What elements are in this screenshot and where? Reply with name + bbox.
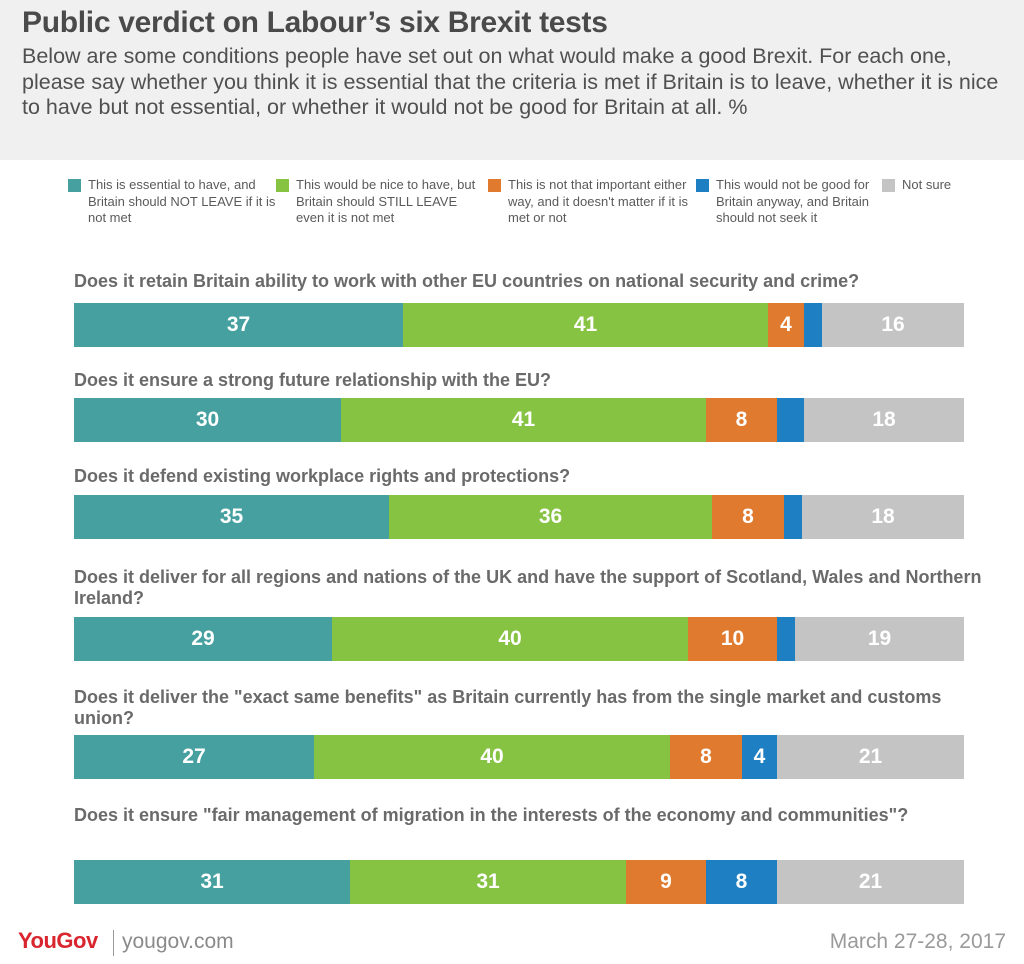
data-label: 8 xyxy=(700,745,712,768)
data-label: 40 xyxy=(480,745,504,768)
legend-label: This would be nice to have, but Britain … xyxy=(296,177,476,225)
bar-segment: 40 xyxy=(332,617,688,661)
yougov-logo: YouGov xyxy=(18,928,98,953)
footer-website: yougov.com xyxy=(122,930,234,953)
question-label: Does it retain Britain ability to work w… xyxy=(74,271,860,291)
question-label: Does it deliver for all regions and nati… xyxy=(74,567,982,608)
bar-segment: 16 xyxy=(822,303,964,347)
chart-subtitle: Below are some conditions people have se… xyxy=(22,44,999,119)
data-label: 21 xyxy=(858,745,883,768)
data-label: 37 xyxy=(226,313,251,336)
bar-segment: 29 xyxy=(74,617,332,661)
legend-swatch xyxy=(68,179,81,192)
bar-segment: 21 xyxy=(777,860,964,904)
data-label: 19 xyxy=(867,627,892,650)
legend-label: This is essential to have, and Britain s… xyxy=(88,177,276,225)
question-label: Does it ensure a strong future relations… xyxy=(74,370,552,390)
data-label: 31 xyxy=(200,870,224,893)
stacked-bar: 35 36 8 18 xyxy=(74,495,964,539)
bar-segment: 40 xyxy=(314,735,670,779)
bar-segment: 8 xyxy=(670,735,742,779)
legend-label: This is not that important either way, a… xyxy=(508,177,688,225)
bar-segment: 10 xyxy=(688,617,777,661)
legend-label: Not sure xyxy=(902,177,952,192)
bar-segment: 8 xyxy=(706,860,777,904)
bar-segment: 18 xyxy=(802,495,964,539)
bar-segment: 41 xyxy=(403,303,768,347)
data-label: 18 xyxy=(872,408,896,431)
bar-segment: 4 xyxy=(768,303,804,347)
question-label: Does it deliver the "exact same benefits… xyxy=(74,687,942,728)
data-label: 8 xyxy=(735,870,748,893)
stacked-bar: 27 40 8 4 21 xyxy=(74,735,964,779)
question-label: Does it ensure "fair management of migra… xyxy=(74,805,909,825)
bar-segment: 37 xyxy=(74,303,403,347)
data-label: 30 xyxy=(195,408,220,431)
bar-segment: 27 xyxy=(74,735,314,779)
footer-divider xyxy=(113,930,114,956)
bar-segment: 30 xyxy=(74,398,341,442)
bar-segment: 21 xyxy=(777,735,964,779)
stacked-bar: 31 31 9 8 21 xyxy=(74,860,964,904)
data-label: 4 xyxy=(753,745,766,768)
legend-swatch xyxy=(696,179,709,192)
bar-segment: 31 xyxy=(350,860,626,904)
bar-segment xyxy=(784,495,802,539)
data-label: 31 xyxy=(476,870,500,893)
question-label: Does it defend existing workplace rights… xyxy=(74,466,571,486)
bar-segment: 8 xyxy=(712,495,784,539)
data-label: 29 xyxy=(191,627,215,650)
header-band: Public verdict on Labour’s six Brexit te… xyxy=(0,0,1024,160)
bar-segment: 9 xyxy=(626,860,706,904)
legend-swatch xyxy=(488,179,501,192)
bar-segment xyxy=(777,617,795,661)
data-label: 27 xyxy=(182,745,206,768)
bar-segment xyxy=(777,398,804,442)
stacked-bar: 29 40 10 19 xyxy=(74,617,964,661)
data-label: 21 xyxy=(858,870,883,893)
bar-segment: 19 xyxy=(795,617,964,661)
legend-swatch xyxy=(276,179,289,192)
data-label: 35 xyxy=(219,505,244,528)
data-label: 4 xyxy=(780,313,792,336)
stacked-bar: 37 41 4 16 xyxy=(74,303,964,347)
legend-label: This would not be good for Britain anywa… xyxy=(716,177,870,225)
bar-segment: 35 xyxy=(74,495,389,539)
chart-title: Public verdict on Labour’s six Brexit te… xyxy=(22,6,608,39)
data-label: 18 xyxy=(871,505,895,528)
data-label: 41 xyxy=(573,313,598,336)
bar-segment: 31 xyxy=(74,860,350,904)
data-label: 16 xyxy=(881,313,905,336)
data-label: 9 xyxy=(660,870,672,893)
bar-segment: 4 xyxy=(742,735,777,779)
data-label: 8 xyxy=(742,505,754,528)
data-label: 36 xyxy=(538,505,563,528)
stacked-bar: 30 41 8 18 xyxy=(74,398,964,442)
bar-segment: 41 xyxy=(341,398,706,442)
bar-segment: 36 xyxy=(389,495,712,539)
bar-segment: 8 xyxy=(706,398,777,442)
data-label: 10 xyxy=(720,627,745,650)
data-label: 8 xyxy=(735,408,748,431)
data-label: 40 xyxy=(498,627,522,650)
bar-segment: 18 xyxy=(804,398,964,442)
survey-date: March 27-28, 2017 xyxy=(829,930,1006,953)
data-label: 41 xyxy=(511,408,536,431)
legend-swatch xyxy=(882,179,895,192)
bar-segment xyxy=(804,303,822,347)
